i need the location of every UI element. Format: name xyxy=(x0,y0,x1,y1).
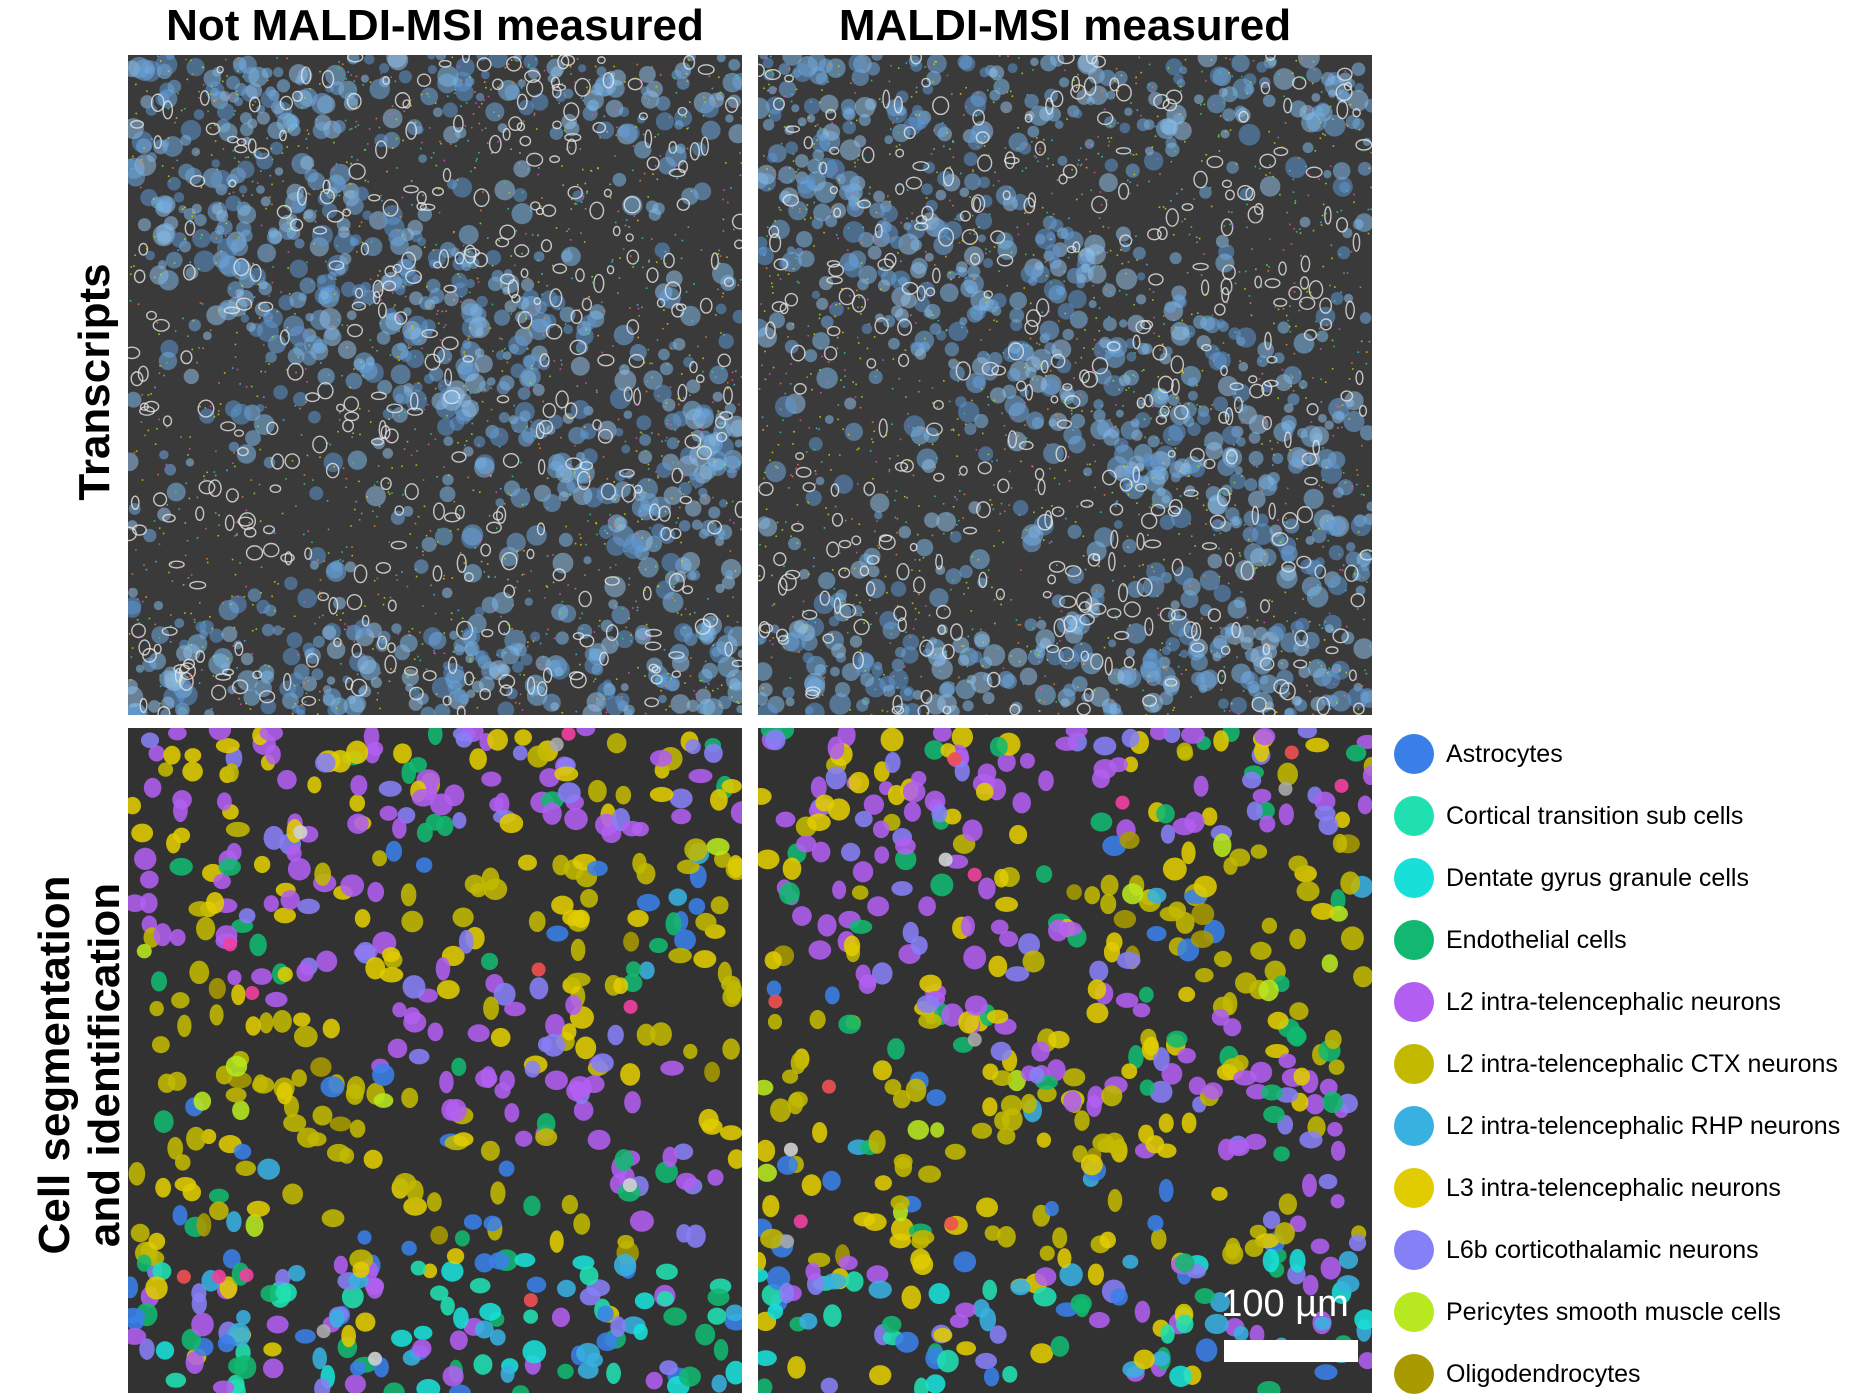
legend-label: Astrocytes xyxy=(1446,740,1563,768)
legend-item: Dentate gyrus granule cells xyxy=(1388,852,1868,902)
legend-swatch xyxy=(1394,1168,1434,1208)
legend-swatch xyxy=(1394,1292,1434,1332)
legend-label: L3 intra-telencephalic neurons xyxy=(1446,1174,1781,1202)
legend-label: L6b corticothalamic neurons xyxy=(1446,1236,1759,1264)
legend-item: Oligodendrocytes xyxy=(1388,1348,1868,1398)
legend-swatch xyxy=(1394,1354,1434,1394)
scale-bar: 100 µm xyxy=(1200,1282,1370,1372)
legend-item: L2 intra-telencephalic neurons xyxy=(1388,976,1868,1026)
legend-swatch xyxy=(1394,1230,1434,1270)
legend-swatch xyxy=(1394,1106,1434,1146)
legend-item: L6b corticothalamic neurons xyxy=(1388,1224,1868,1274)
legend-item: L3 intra-telencephalic neurons xyxy=(1388,1162,1868,1212)
transcripts-image-not-measured xyxy=(128,55,742,715)
legend-label: Oligodendrocytes xyxy=(1446,1360,1641,1388)
row-label-line-1: Cell segmentation xyxy=(30,875,79,1255)
legend-item: Pericytes smooth muscle cells xyxy=(1388,1286,1868,1336)
legend-label: L2 intra-telencephalic RHP neurons xyxy=(1446,1112,1841,1140)
legend-label: Pericytes smooth muscle cells xyxy=(1446,1298,1781,1326)
scale-bar-label: 100 µm xyxy=(1221,1283,1349,1325)
legend-label: Endothelial cells xyxy=(1446,926,1627,954)
legend-item: L2 intra-telencephalic CTX neurons xyxy=(1388,1038,1868,1088)
legend-swatch xyxy=(1394,1044,1434,1084)
legend-swatch xyxy=(1394,796,1434,836)
legend-swatch xyxy=(1394,982,1434,1022)
legend-item: Cortical transition sub cells xyxy=(1388,790,1868,840)
segmentation-image-measured xyxy=(758,728,1372,1393)
legend-label: Dentate gyrus granule cells xyxy=(1446,864,1749,892)
column-title-not-measured: Not MALDI-MSI measured xyxy=(166,1,704,50)
legend-swatch xyxy=(1394,734,1434,774)
scale-bar-line xyxy=(1224,1340,1358,1362)
legend-swatch xyxy=(1394,858,1434,898)
legend-label: Cortical transition sub cells xyxy=(1446,802,1744,830)
legend-swatch xyxy=(1394,920,1434,960)
legend-label: L2 intra-telencephalic CTX neurons xyxy=(1446,1050,1838,1078)
segmentation-image-not-measured xyxy=(128,728,742,1393)
row-label-line-2: and identification xyxy=(80,882,129,1248)
transcripts-image-measured xyxy=(758,55,1372,715)
legend-item: Endothelial cells xyxy=(1388,914,1868,964)
legend-item: L2 intra-telencephalic RHP neurons xyxy=(1388,1100,1868,1150)
legend-item: Astrocytes xyxy=(1388,728,1868,778)
row-label-transcripts-text: Transcripts xyxy=(70,263,119,501)
column-title-measured: MALDI-MSI measured xyxy=(838,1,1292,50)
legend-label: L2 intra-telencephalic neurons xyxy=(1446,988,1781,1016)
